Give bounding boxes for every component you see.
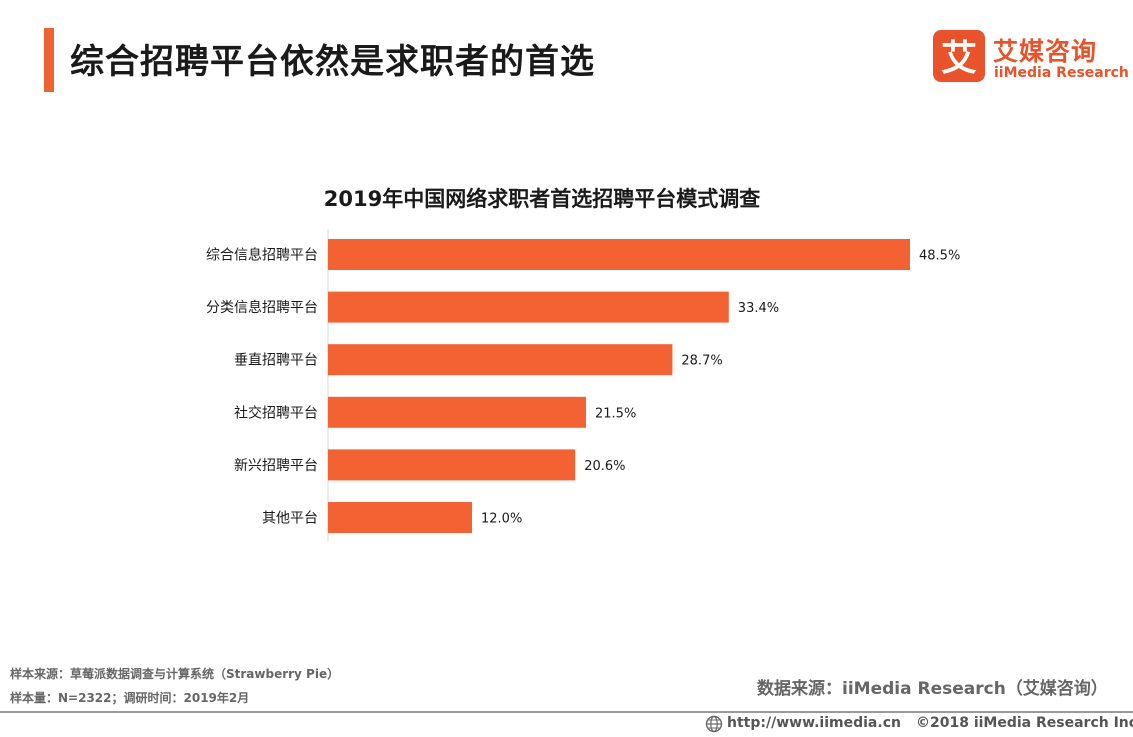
category-label-4: 社交招聘平台: [234, 404, 318, 421]
bar-series: 综合信息招聘平台 48.5% 分类信息招聘平台 33.4% 垂直招聘平台 28.7% 社交招…: [206, 239, 960, 533]
value-label-5: 20.6%: [584, 459, 625, 474]
title-accent-bar: [44, 28, 54, 92]
category-label-3: 垂直招聘平台: [234, 352, 318, 369]
bar-6: [328, 502, 472, 533]
category-label-1: 综合信息招聘平台: [206, 247, 318, 264]
data-source-note: 数据来源：iiMedia Research（艾媒咨询）: [757, 679, 1108, 699]
sample-info-note: 样本量：N=2322；调研时间：2019年2月: [10, 691, 250, 705]
category-label-5: 新兴招聘平台: [234, 458, 318, 474]
logo-mark-text: 艾: [941, 38, 977, 79]
footer-divider: [0, 711, 1133, 713]
value-label-3: 28.7%: [681, 354, 722, 369]
chart-title: 2019年中国网络求职者首选招聘平台模式调查: [324, 187, 760, 211]
value-label-1: 48.5%: [919, 249, 960, 264]
value-label-4: 21.5%: [595, 406, 636, 421]
category-label-2: 分类信息招聘平台: [206, 299, 318, 316]
bar-5: [328, 449, 576, 481]
bar-chart: 2019年中国网络求职者首选招聘平台模式调查 综合信息招聘平台 48.5% 分类信息…: [206, 187, 960, 542]
page-title: 综合招聘平台依然是求职者的首选: [70, 42, 595, 82]
bar-2: [328, 291, 729, 323]
bar-4: [328, 396, 586, 428]
website-link[interactable]: http://www.iimedia.cn: [727, 715, 901, 731]
logo-name-cn: 艾媒咨询: [993, 37, 1098, 66]
copyright-text: ©2018 iiMedia Research Inc: [916, 715, 1133, 731]
bar-1: [328, 239, 910, 270]
category-label-6: 其他平台: [262, 511, 318, 527]
bar-3: [328, 344, 673, 376]
logo-mark-icon: 艾: [933, 30, 985, 82]
value-label-6: 12.0%: [481, 512, 522, 527]
value-label-2: 33.4%: [738, 301, 779, 316]
iimedia-logo: 艾 艾媒咨询 iiMedia Research: [933, 30, 1129, 86]
logo-name-en: iiMedia Research: [994, 65, 1129, 81]
sample-source-note: 样本来源：草莓派数据调查与计算系统（Strawberry Pie）: [10, 667, 340, 681]
globe-icon: [705, 715, 723, 733]
logo-mark-glyph: 艾: [941, 38, 977, 79]
